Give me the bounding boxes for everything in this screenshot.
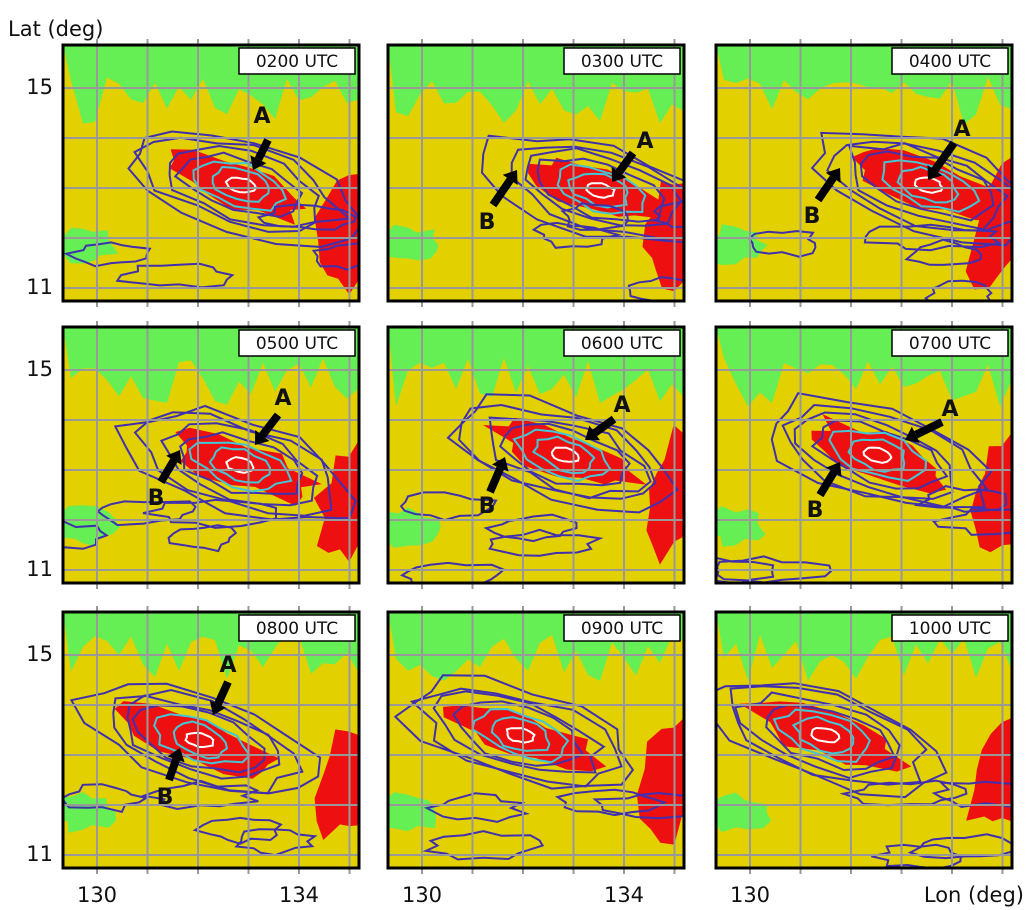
- time-label: 0700 UTC: [909, 334, 991, 354]
- panel: 0300 UTC A B: [372, 38, 728, 338]
- time-label: 0900 UTC: [581, 619, 663, 639]
- y-tick-label: 11: [26, 275, 53, 299]
- time-label: 0200 UTC: [256, 52, 338, 72]
- y-tick-label: 15: [26, 357, 53, 381]
- panel: 0600 UTC A B: [370, 320, 709, 620]
- arrow-label: B: [804, 204, 821, 229]
- time-label: 0300 UTC: [581, 52, 663, 72]
- figure: Lat (deg) Lon (deg) 0200 UTC A 15 11 0300 UT…: [0, 0, 1029, 910]
- x-tick-label: 130: [77, 883, 117, 907]
- time-label: 0500 UTC: [256, 334, 338, 354]
- arrow-label: A: [636, 129, 653, 154]
- y-axis-label: Lat (deg): [8, 17, 103, 41]
- arrow-label: A: [953, 117, 970, 142]
- arrow-label: A: [941, 397, 958, 422]
- panel: 0900 UTC: [372, 605, 724, 905]
- y-tick-label: 15: [26, 75, 53, 99]
- arrow-label: B: [479, 210, 496, 235]
- panel: 0800 UTC A B: [47, 605, 383, 905]
- arrow-label: B: [148, 486, 165, 511]
- panel: 0200 UTC A: [44, 38, 377, 338]
- y-tick-label: 15: [26, 642, 53, 666]
- time-label: 0800 UTC: [256, 619, 338, 639]
- y-tick-label: 11: [26, 557, 53, 581]
- panel: 0500 UTC A B: [13, 320, 387, 620]
- map: [44, 38, 377, 338]
- page: {"y_axis": {"label": "Lat (deg)", "ticks…: [0, 0, 1029, 910]
- arrow-label: B: [807, 498, 824, 523]
- arrow-label: B: [157, 785, 174, 810]
- y-tick-label: 11: [26, 842, 53, 866]
- map: [13, 320, 387, 620]
- arrow-label: B: [479, 494, 496, 519]
- panel: 0400 UTC A B: [700, 38, 1029, 338]
- time-label: 1000 UTC: [909, 619, 991, 639]
- x-axis-label: Lon (deg): [924, 883, 1024, 907]
- x-tick-label: 134: [279, 883, 319, 907]
- time-label: 0400 UTC: [909, 52, 991, 72]
- arrow-label: A: [219, 653, 236, 678]
- time-label: 0600 UTC: [581, 334, 663, 354]
- x-tick-label: 130: [402, 883, 442, 907]
- panel: 0700 UTC A B: [664, 320, 1029, 620]
- map: [664, 320, 1029, 620]
- arrow-label: A: [274, 386, 291, 411]
- panel: 1000 UTC: [700, 605, 1029, 905]
- x-tick-label: 130: [730, 883, 770, 907]
- x-tick-label: 134: [604, 883, 644, 907]
- map: [370, 320, 709, 620]
- map: [700, 38, 1029, 338]
- arrow-label: A: [613, 393, 630, 418]
- arrow-label: A: [253, 104, 270, 129]
- map: [372, 38, 728, 338]
- map: [372, 605, 724, 905]
- map: [700, 605, 1029, 905]
- map: [47, 605, 383, 905]
